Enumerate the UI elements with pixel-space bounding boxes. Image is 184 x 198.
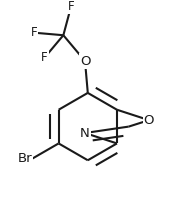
Text: F: F <box>31 26 37 39</box>
Text: F: F <box>68 0 74 13</box>
Text: O: O <box>80 54 90 68</box>
Text: O: O <box>144 114 154 127</box>
Text: F: F <box>41 51 48 64</box>
Text: Br: Br <box>18 152 32 165</box>
Text: N: N <box>80 127 90 140</box>
